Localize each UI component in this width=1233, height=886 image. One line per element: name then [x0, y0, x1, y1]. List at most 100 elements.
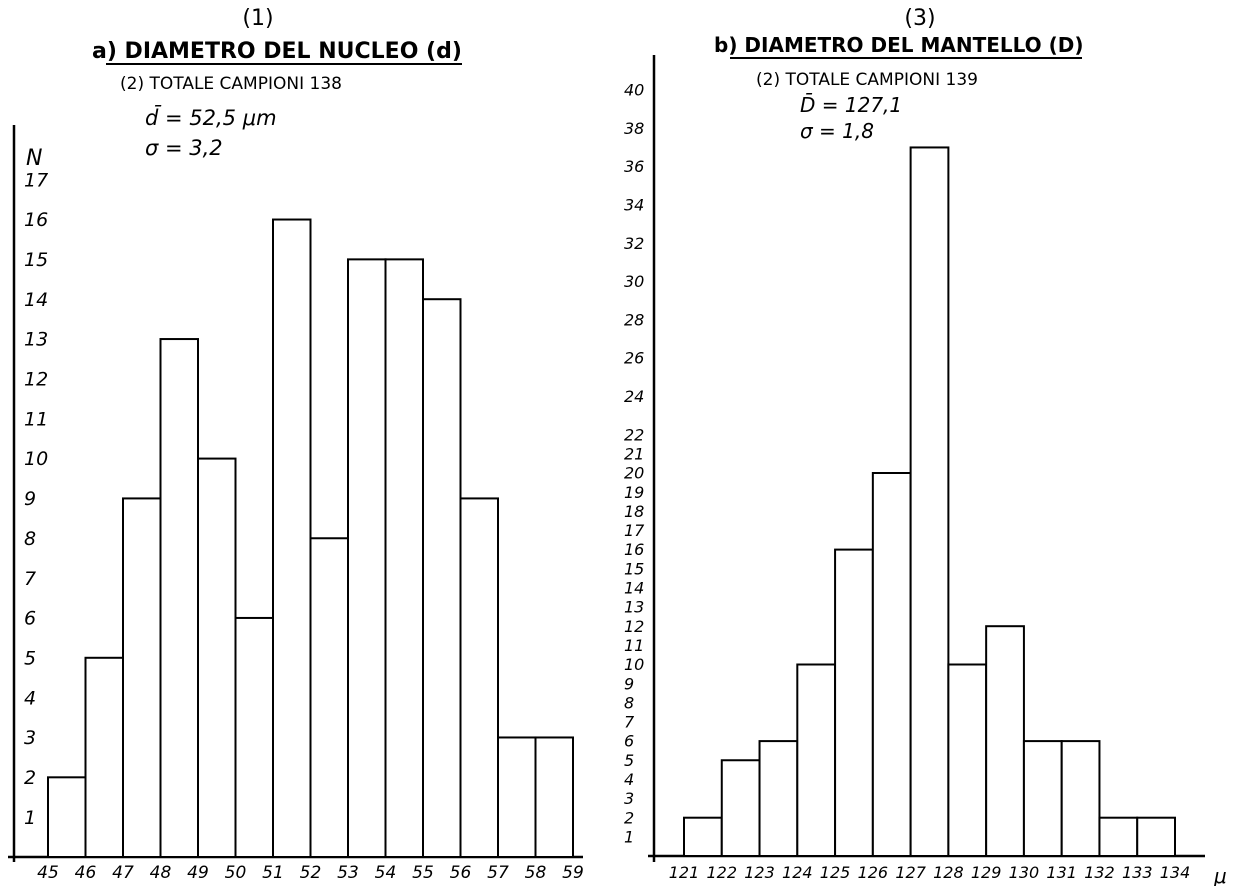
- chart-b-y-tick-label: 15: [624, 559, 644, 578]
- chart-a-x-tick-label: 47: [112, 863, 134, 883]
- chart-b-y-tick-label: 26: [624, 349, 644, 368]
- chart-b-y-tick-label: 10: [624, 655, 644, 674]
- chart-a-y-tick-label: 13: [24, 329, 48, 351]
- chart-a-y-tick-label: 14: [24, 289, 48, 311]
- chart-b-xlabel: μ: [1213, 864, 1227, 886]
- chart-b-y-tick-label: 6: [624, 732, 634, 751]
- chart-b-x-tick-label: 126: [858, 863, 889, 882]
- chart-b-y-tick-label: 22: [624, 425, 644, 444]
- chart-b-title: b) DIAMETRO DEL MANTELLO (D): [714, 33, 1084, 57]
- chart-a-stat-sigma: σ = 3,2: [145, 136, 223, 160]
- chart-a-x-tick-label: 52: [300, 863, 322, 883]
- chart-a-bar: [272, 218, 312, 859]
- chart-a-marker: (1): [242, 6, 273, 31]
- chart-a-bar: [384, 258, 424, 858]
- chart-b-note: (2) TOTALE CAMPIONI 139: [756, 70, 978, 90]
- chart-a-bar: [309, 537, 349, 859]
- chart-a-x-tick-label: 57: [487, 863, 509, 883]
- chart-b-bar: [758, 740, 799, 857]
- chart-b-y-tick-label: 2: [624, 808, 634, 827]
- chart-a-bar: [459, 497, 499, 858]
- chart-a-bar: [534, 736, 574, 859]
- chart-b-y-tick-label: 36: [624, 157, 644, 176]
- chart-b-y-tick-label: 4: [624, 770, 634, 789]
- chart-a-bar: [497, 736, 537, 859]
- chart-b-x-tick-label: 122: [706, 863, 737, 882]
- chart-b-bar: [909, 146, 950, 857]
- chart-b-bar: [683, 816, 723, 858]
- chart-a-y-tick-label: 8: [24, 528, 36, 550]
- chart-b-y-tick-label: 32: [624, 234, 644, 253]
- chart-b-y-tick-label: 14: [624, 579, 644, 598]
- chart-a-y-tick-label: 16: [24, 209, 48, 231]
- chart-b-y-tick-label: 30: [624, 272, 644, 291]
- chart-b-x-tick-label: 124: [782, 863, 813, 882]
- chart-b-x-tick-label: 132: [1084, 863, 1115, 882]
- chart-a-x-tick-label: 46: [75, 863, 97, 883]
- chart-b-x-tick-label: 125: [820, 863, 851, 882]
- chart-a-x-tick-label: 59: [562, 863, 584, 883]
- chart-b-y-tick-label: 18: [624, 502, 644, 521]
- chart-a-bar: [347, 258, 387, 858]
- chart-b-x-tick-label: 133: [1122, 863, 1153, 882]
- chart-b-y-tick-label: 16: [624, 540, 644, 559]
- chart-b-bar: [796, 663, 837, 857]
- chart-b-bar: [720, 759, 761, 857]
- chart-b-stat-sigma: σ = 1,8: [800, 119, 874, 143]
- chart-b-x-tick-label: 127: [895, 863, 926, 882]
- chart-b-bar: [871, 472, 912, 857]
- chart-a-y-tick-label: 7: [24, 568, 36, 590]
- chart-a-y-tick-label: 4: [24, 687, 36, 709]
- chart-b-bar: [1060, 740, 1101, 857]
- chart-b-x-tick-label: 129: [971, 863, 1002, 882]
- chart-a-y-tick-label: 15: [24, 249, 48, 271]
- chart-a-x-tick-label: 49: [187, 863, 209, 883]
- chart-b-y-tick-label: 24: [624, 387, 644, 406]
- chart-a-y-tick-label: 9: [24, 488, 36, 510]
- chart-b-bar: [947, 663, 988, 857]
- chart-a-ylabel: N: [26, 146, 42, 171]
- chart-a-y-tick-label: 6: [24, 608, 36, 630]
- chart-a-y-tick-label: 10: [24, 448, 48, 470]
- chart-b-bar: [1098, 816, 1139, 858]
- chart-b-x-tick-label: 131: [1046, 863, 1077, 882]
- chart-b-bar: [1136, 816, 1176, 858]
- chart-b-x-tick-label: 128: [933, 863, 964, 882]
- chart-a-x-tick-label: 53: [337, 863, 359, 883]
- chart-b-y-tick-label: 34: [624, 196, 644, 215]
- chart-a-y-tick-label: 5: [24, 647, 36, 669]
- chart-a-y-tick-label: 2: [24, 767, 36, 789]
- chart-b-y-tick-label: 12: [624, 617, 644, 636]
- chart-a-x-tick-label: 51: [262, 863, 284, 883]
- chart-a-x-tick-label: 50: [225, 863, 247, 883]
- chart-a-x-tick-label: 55: [412, 863, 434, 883]
- chart-b-y-tick-label: 17: [624, 521, 645, 540]
- chart-a-x-tick-label: 54: [375, 863, 397, 883]
- chart-a-bar: [197, 457, 237, 858]
- chart-a-x-tick-label: 48: [150, 863, 172, 883]
- chart-b-bar: [1022, 740, 1063, 857]
- chart-a-x-tick-label: 56: [450, 863, 472, 883]
- chart-a-bar: [122, 497, 162, 858]
- chart-b-bar: [834, 548, 874, 857]
- chart-a-title: a) DIAMETRO DEL NUCLEO (d): [92, 39, 462, 64]
- chart-b-x-tick-label: 130: [1009, 863, 1040, 882]
- chart-b-y-tick-label: 1: [624, 827, 634, 846]
- chart-b-bar: [985, 625, 1025, 858]
- chart-a-stat-mean: d̄ = 52,5 μm: [145, 105, 277, 130]
- chart-a-bar: [422, 298, 462, 859]
- chart-a-bar: [234, 616, 274, 859]
- chart-b-y-tick-label: 8: [624, 693, 634, 712]
- chart-a-y-tick-label: 3: [24, 727, 36, 749]
- chart-b-y-tick-label: 7: [624, 713, 635, 732]
- chart-a-note: (2) TOTALE CAMPIONI 138: [120, 74, 342, 94]
- chart-b-y-tick-label: 21: [624, 444, 644, 463]
- chart-b-x-tick-label: 121: [669, 863, 700, 882]
- chart-b-y-tick-label: 5: [624, 751, 634, 770]
- chart-b-y-tick-label: 40: [624, 81, 644, 100]
- chart-b-marker: (3): [904, 6, 935, 31]
- chart-b-y-tick-label: 3: [624, 789, 634, 808]
- chart-b-y-tick-label: 13: [624, 598, 644, 617]
- chart-a-y-tick-label: 11: [24, 408, 48, 430]
